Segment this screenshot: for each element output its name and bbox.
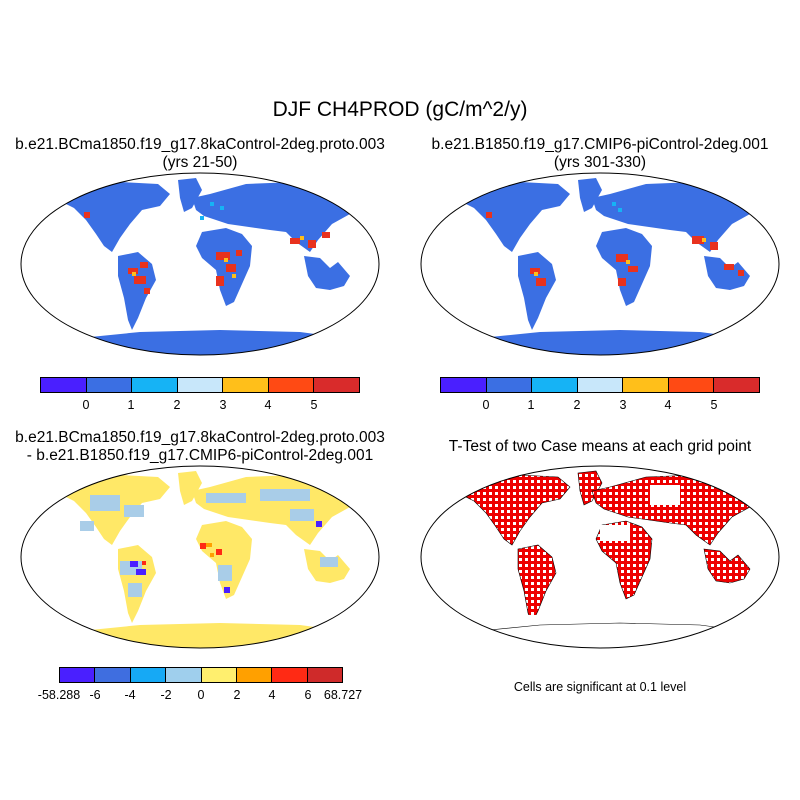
land-fill	[30, 471, 370, 649]
colorbar-swatch	[307, 668, 342, 682]
colorbar-tick-label: 1	[127, 398, 135, 412]
colorbar-tick-label: 6	[304, 688, 312, 702]
colorbar-tick-label: 4	[264, 398, 272, 412]
colorbar-tick-label: 2	[233, 688, 241, 702]
colorbar-swatch	[130, 668, 167, 682]
colorbar-tick-label: 0	[82, 398, 90, 412]
panel-title-top-right: b.e21.B1850.f19_g17.CMIP6-piControl-2deg…	[400, 136, 800, 172]
land-fill	[30, 178, 370, 356]
colorbar-swatch	[272, 668, 308, 682]
panel-title-line1: b.e21.BCma1850.f19_g17.8kaControl-2deg.p…	[15, 429, 385, 446]
colorbar-tick-label: 3	[619, 398, 627, 412]
colorbar-diff	[59, 667, 343, 683]
colorbar-swatch	[668, 378, 715, 392]
colorbar-swatch	[177, 378, 224, 392]
colorbar-swatch	[41, 378, 87, 392]
colorbar-swatch	[714, 378, 760, 392]
panel-title-line2: - b.e21.B1850.f19_g17.CMIP6-piControl-2d…	[26, 447, 374, 464]
colorbar-tick-label: -2	[160, 688, 172, 702]
colorbar-swatch	[132, 378, 178, 392]
significance-note: Cells are significant at 0.1 level	[513, 680, 687, 694]
panel-title-line2: (yrs 21-50)	[162, 154, 238, 171]
colorbar-swatch	[236, 668, 273, 682]
colorbar-tick-label: -4	[124, 688, 136, 702]
colorbar-tick-label: -58.288	[37, 688, 81, 702]
colorbar-swatch	[95, 668, 131, 682]
land-fill	[430, 178, 770, 356]
colorbar-tick-label: -6	[89, 688, 101, 702]
colorbar-swatch	[441, 378, 487, 392]
colorbar-tick-label: 4	[664, 398, 672, 412]
colorbar-swatch	[623, 378, 669, 392]
map-case2	[420, 172, 780, 356]
map-difference	[20, 465, 380, 649]
colorbar-tick-label: 5	[310, 398, 318, 412]
map-ttest	[420, 465, 780, 649]
colorbar-tick-label: 3	[219, 398, 227, 412]
colorbar-tick-label: 0	[197, 688, 205, 702]
colorbar-swatch	[314, 378, 360, 392]
colorbar-tick-label: 2	[173, 398, 181, 412]
map-case1	[20, 172, 380, 356]
panel-title-line1: b.e21.BCma1850.f19_g17.8kaControl-2deg.p…	[15, 136, 385, 153]
colorbar-tick-label: 2	[573, 398, 581, 412]
colorbar-tick-label: 1	[527, 398, 535, 412]
colorbar-swatch	[86, 378, 133, 392]
panel-title-top-left: b.e21.BCma1850.f19_g17.8kaControl-2deg.p…	[0, 136, 400, 172]
colorbar-abs-left	[40, 377, 360, 393]
colorbar-swatch	[166, 668, 202, 682]
panel-title-bottom-right: T-Test of two Case means at each grid po…	[400, 438, 800, 456]
panel-title-bottom-left: b.e21.BCma1850.f19_g17.8kaControl-2deg.p…	[0, 429, 400, 465]
panel-title-line1: b.e21.B1850.f19_g17.CMIP6-piControl-2deg…	[431, 136, 769, 153]
colorbar-tick-label: 5	[710, 398, 718, 412]
colorbar-swatch	[577, 378, 624, 392]
colorbar-swatch	[223, 378, 269, 392]
colorbar-swatch	[268, 378, 315, 392]
colorbar-swatch	[486, 378, 533, 392]
colorbar-tick-label: 0	[482, 398, 490, 412]
colorbar-tick-label: 68.727	[323, 688, 363, 702]
colorbar-swatch	[532, 378, 578, 392]
colorbar-abs-right	[440, 377, 760, 393]
colorbar-swatch	[201, 668, 237, 682]
colorbar-swatch	[60, 668, 96, 682]
panel-title-line2: (yrs 301-330)	[553, 154, 647, 171]
figure-title: DJF CH4PROD (gC/m^2/y)	[272, 98, 528, 121]
colorbar-tick-label: 4	[268, 688, 276, 702]
panel-title-line1: T-Test of two Case means at each grid po…	[448, 438, 752, 455]
